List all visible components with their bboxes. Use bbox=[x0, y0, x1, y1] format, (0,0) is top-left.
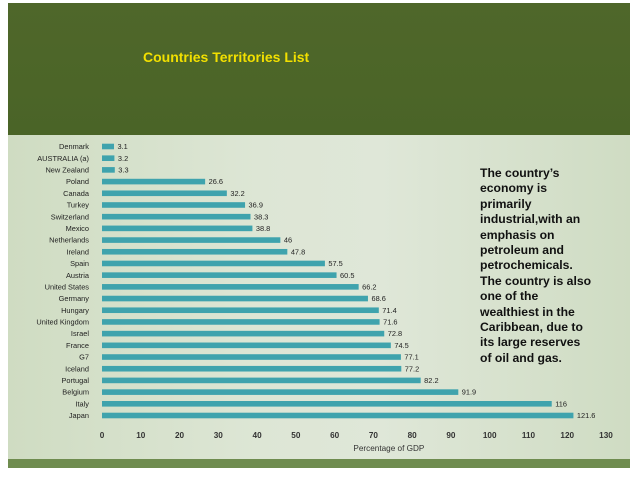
data-label: 91.9 bbox=[462, 388, 476, 397]
data-label: 3.2 bbox=[118, 154, 128, 163]
slide-title: Countries Territories List bbox=[143, 49, 310, 65]
bar bbox=[102, 225, 253, 232]
x-tick-label: 10 bbox=[136, 431, 146, 440]
category-label: AUSTRALIA (a) bbox=[37, 154, 89, 163]
category-label: France bbox=[66, 341, 89, 350]
x-tick-label: 70 bbox=[369, 431, 379, 440]
category-label: Poland bbox=[66, 177, 89, 186]
bar bbox=[102, 248, 288, 255]
bar bbox=[102, 319, 380, 325]
data-label: 57.5 bbox=[328, 259, 342, 268]
bar bbox=[102, 377, 421, 384]
category-label: Ireland bbox=[66, 247, 89, 256]
category-label: Canada bbox=[63, 189, 90, 198]
callout-text: The country’s economy is primarily indus… bbox=[480, 166, 592, 365]
x-tick-label: 50 bbox=[291, 431, 301, 440]
x-tick-label: 80 bbox=[408, 431, 418, 440]
bar bbox=[102, 342, 391, 349]
category-label: Germany bbox=[59, 294, 90, 303]
data-label: 74.5 bbox=[394, 341, 408, 350]
bar bbox=[102, 401, 552, 407]
data-label: 72.8 bbox=[388, 329, 402, 338]
x-tick-label: 0 bbox=[100, 431, 105, 440]
bar bbox=[102, 167, 115, 173]
bar bbox=[102, 354, 401, 360]
category-label: Austria bbox=[66, 271, 90, 280]
category-label: G7 bbox=[79, 353, 89, 362]
x-tick-label: 110 bbox=[522, 431, 536, 440]
category-label: Belgium bbox=[62, 388, 89, 397]
data-label: 47.8 bbox=[291, 247, 305, 256]
category-label: Portugal bbox=[61, 376, 89, 385]
bar bbox=[102, 213, 251, 220]
category-label: Spain bbox=[70, 259, 89, 268]
bar bbox=[102, 307, 379, 314]
x-tick-label: 130 bbox=[599, 431, 613, 440]
bar bbox=[102, 389, 459, 395]
category-label: Turkey bbox=[67, 201, 90, 210]
category-label: Japan bbox=[69, 411, 89, 420]
category-label: Switzerland bbox=[51, 212, 89, 221]
x-tick-label: 40 bbox=[253, 431, 263, 440]
category-label: Israel bbox=[71, 329, 89, 338]
data-label: 82.2 bbox=[424, 376, 438, 385]
x-tick-label: 120 bbox=[560, 431, 574, 440]
bar bbox=[102, 330, 385, 337]
data-label: 38.3 bbox=[254, 212, 268, 221]
bar bbox=[102, 202, 246, 208]
category-labels: Denmark AUSTRALIA (a) New Zealand Poland Can… bbox=[36, 142, 89, 420]
category-label: Denmark bbox=[59, 142, 89, 151]
data-label: 60.5 bbox=[340, 271, 354, 280]
category-label: United Kingdom bbox=[36, 318, 89, 327]
bar bbox=[102, 190, 227, 197]
bar bbox=[102, 178, 206, 185]
bar bbox=[102, 284, 359, 290]
data-label: 121.6 bbox=[577, 411, 596, 420]
data-label: 71.6 bbox=[383, 318, 397, 327]
x-axis-title: Percentage of GDP bbox=[353, 444, 425, 453]
data-label: 66.2 bbox=[362, 282, 376, 291]
data-label: 38.8 bbox=[256, 224, 270, 233]
bar bbox=[102, 295, 368, 302]
header-band bbox=[8, 3, 630, 135]
data-label: 32.2 bbox=[230, 189, 244, 198]
bar bbox=[102, 412, 574, 419]
category-label: Italy bbox=[75, 399, 89, 408]
category-label: United States bbox=[45, 282, 90, 291]
bar bbox=[102, 143, 115, 150]
data-label: 77.2 bbox=[405, 364, 419, 373]
data-label: 77.1 bbox=[404, 353, 418, 362]
data-label: 3.1 bbox=[118, 142, 128, 151]
bar bbox=[102, 365, 402, 372]
x-tick-label: 30 bbox=[214, 431, 224, 440]
data-label: 71.4 bbox=[382, 306, 396, 315]
category-label: Hungary bbox=[61, 306, 89, 315]
data-label: 26.6 bbox=[209, 177, 223, 186]
value-labels: 3.1 3.2 3.3 26.6 32.2 36.9 38.3 38.8 46 47.8 57.5 6… bbox=[118, 142, 596, 420]
bottom-band bbox=[8, 459, 630, 468]
data-label: 116 bbox=[555, 399, 567, 408]
category-label: New Zealand bbox=[45, 165, 89, 174]
x-tick-label: 60 bbox=[330, 431, 340, 440]
data-label: 46 bbox=[284, 236, 292, 245]
x-tick-label: 20 bbox=[175, 431, 185, 440]
bar bbox=[102, 237, 281, 243]
bar bbox=[102, 272, 337, 278]
x-tick-label: 90 bbox=[446, 431, 456, 440]
data-label: 3.3 bbox=[118, 165, 128, 174]
data-label: 36.9 bbox=[249, 201, 263, 210]
bar bbox=[102, 155, 115, 161]
category-label: Netherlands bbox=[49, 236, 89, 245]
bar bbox=[102, 260, 325, 267]
bars-layer bbox=[102, 143, 574, 419]
data-label: 68.6 bbox=[371, 294, 385, 303]
category-label: Iceland bbox=[65, 364, 89, 373]
category-label: Mexico bbox=[66, 224, 89, 233]
x-tick-label: 100 bbox=[483, 431, 497, 440]
x-tick-labels: 0 10 20 30 40 50 60 70 80 90 100 110 120 130 bbox=[100, 431, 614, 440]
